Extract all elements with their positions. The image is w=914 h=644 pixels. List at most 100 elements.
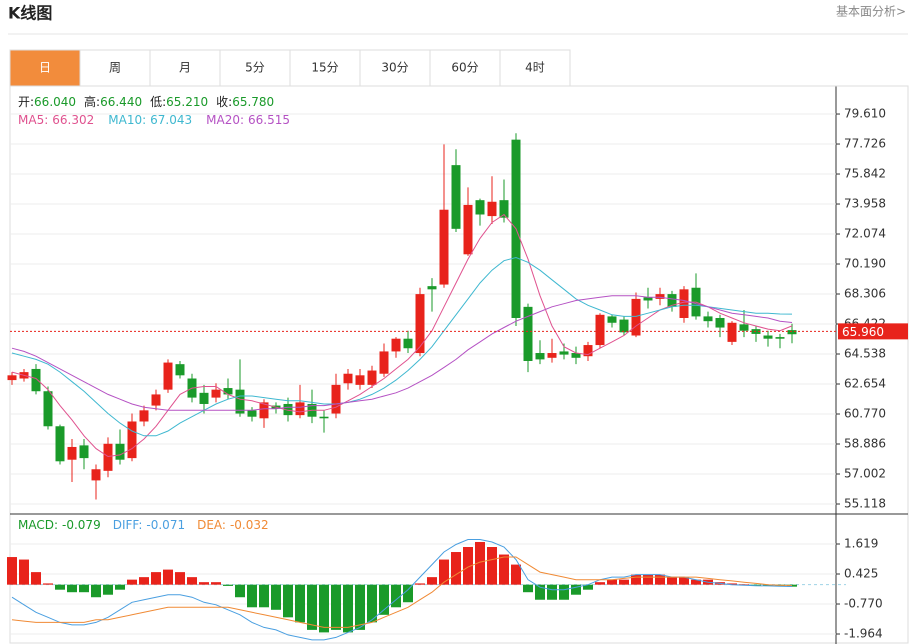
legend-text: MA5: xyxy=(18,113,48,127)
candle-body xyxy=(475,200,485,215)
macd-bar xyxy=(379,584,389,615)
tab[interactable] xyxy=(359,49,431,87)
candle-body xyxy=(439,209,449,285)
macd-bar xyxy=(511,564,521,585)
macd-bar xyxy=(523,584,533,593)
tab[interactable] xyxy=(219,49,291,87)
candle-body xyxy=(595,314,605,346)
macd-bar xyxy=(271,584,281,610)
candle-body xyxy=(787,330,797,335)
macd-bar xyxy=(7,557,17,585)
candle-body xyxy=(571,353,581,358)
candle-body xyxy=(559,351,569,355)
candle-body xyxy=(283,403,293,416)
candle-body xyxy=(163,362,173,390)
candle-body xyxy=(55,426,65,462)
macd-bar xyxy=(103,584,113,595)
current-price-tag xyxy=(838,323,908,340)
candle-body xyxy=(727,322,737,342)
y-tick-label: 57.002 xyxy=(844,467,886,481)
candle-body xyxy=(115,443,125,460)
legend-text: 收: xyxy=(216,95,232,109)
legend-text: 高: xyxy=(84,94,100,109)
tab-label[interactable]: 月 xyxy=(179,61,191,75)
candle-body xyxy=(763,335,773,339)
y-tick-label: -1.964 xyxy=(844,627,883,641)
legend-text: 66.440 xyxy=(100,95,142,109)
macd-bar xyxy=(31,572,41,585)
tab-label[interactable]: 5分 xyxy=(245,61,265,75)
fundamental-link[interactable]: 基本面分析> xyxy=(836,5,906,19)
candle-body xyxy=(223,388,233,395)
macd-bar xyxy=(199,582,209,585)
tab[interactable] xyxy=(9,49,81,87)
legend-text: 65.210 xyxy=(166,95,208,109)
tab-label[interactable]: 30分 xyxy=(381,61,408,75)
macd-bar xyxy=(391,584,401,608)
macd-bar xyxy=(487,547,497,585)
tab-label[interactable]: 周 xyxy=(109,61,121,75)
candle-body xyxy=(391,338,401,352)
macd-bar xyxy=(151,572,161,585)
macd-bar xyxy=(247,584,257,608)
candle-body xyxy=(67,446,77,460)
y-tick-label: 60.770 xyxy=(844,407,886,421)
candle-body xyxy=(679,289,689,318)
macd-bar xyxy=(415,583,425,585)
candle-body xyxy=(703,316,713,322)
macd-bar xyxy=(739,584,749,585)
candle-body xyxy=(643,297,653,301)
candle-body xyxy=(343,373,353,384)
y-tick-label: 68.306 xyxy=(844,287,886,301)
candle-body xyxy=(175,364,185,376)
candle-body xyxy=(259,402,269,419)
y-tick-label: 1.619 xyxy=(844,537,878,551)
legend-text: 65.780 xyxy=(232,95,274,109)
macd-bar xyxy=(727,583,737,585)
macd-bar xyxy=(451,552,461,585)
candle-body xyxy=(547,353,557,358)
y-tick-label: -0.770 xyxy=(844,597,883,611)
candle-body xyxy=(487,201,497,217)
tab-label[interactable]: 4时 xyxy=(525,61,545,75)
legend-text: -0.079 xyxy=(62,518,101,532)
y-tick-label: 62.654 xyxy=(844,377,886,391)
legend-text: 67.043 xyxy=(150,113,192,127)
legend-text: MACD: xyxy=(18,518,58,532)
candle-body xyxy=(139,410,149,422)
y-tick-label: 64.538 xyxy=(844,347,886,361)
macd-bar xyxy=(283,584,293,618)
y-tick-label: 75.842 xyxy=(844,167,886,181)
macd-line xyxy=(11,539,793,641)
candle-body xyxy=(355,375,365,385)
tab[interactable] xyxy=(79,49,151,87)
candle-body xyxy=(31,368,41,392)
candle-body xyxy=(199,392,209,404)
candle-body xyxy=(451,165,461,229)
macd-bar xyxy=(163,569,173,585)
macd-bar xyxy=(187,577,197,585)
candle-body xyxy=(415,294,425,354)
tab[interactable] xyxy=(429,49,501,87)
macd-bar xyxy=(691,579,701,585)
candle-body xyxy=(379,351,389,374)
legend-text: DIFF: xyxy=(113,518,143,532)
macd-bar xyxy=(499,554,509,585)
tab-label[interactable]: 日 xyxy=(39,61,51,75)
legend-text: 66.040 xyxy=(34,95,76,109)
macd-bar xyxy=(367,584,377,623)
macd-bar xyxy=(583,584,593,590)
macd-bar xyxy=(223,584,233,586)
tab[interactable] xyxy=(499,49,571,87)
candle-body xyxy=(319,416,329,419)
macd-bar xyxy=(307,584,317,630)
tab-label[interactable]: 15分 xyxy=(311,61,338,75)
legend-text: 66.515 xyxy=(248,113,290,127)
tab-label[interactable]: 60分 xyxy=(451,61,478,75)
macd-bar xyxy=(571,584,581,595)
macd-bar xyxy=(331,584,341,630)
candle-body xyxy=(103,443,113,471)
macd-bar xyxy=(595,582,605,585)
macd-bar xyxy=(91,584,101,598)
tab[interactable] xyxy=(289,49,361,87)
